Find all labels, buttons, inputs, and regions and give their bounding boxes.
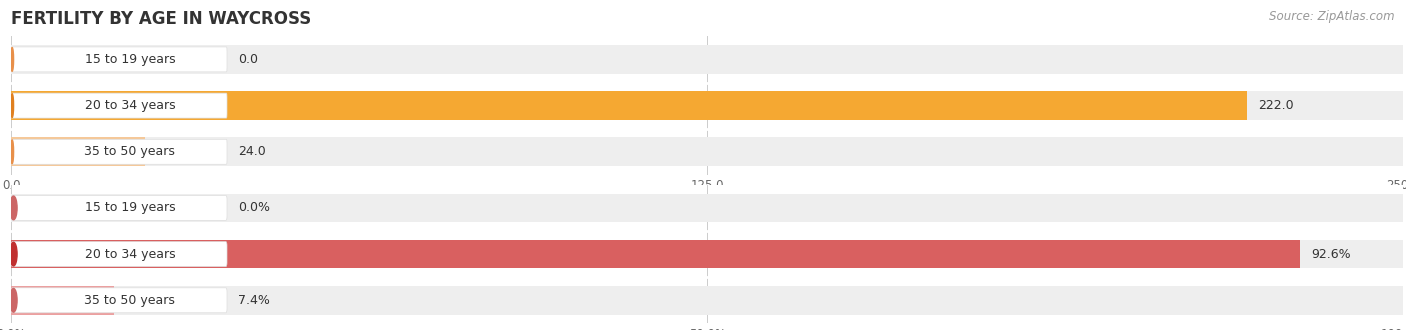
Text: 7.4%: 7.4% bbox=[238, 294, 270, 307]
Text: Source: ZipAtlas.com: Source: ZipAtlas.com bbox=[1270, 10, 1395, 23]
Text: 15 to 19 years: 15 to 19 years bbox=[84, 201, 176, 214]
FancyBboxPatch shape bbox=[11, 139, 226, 164]
FancyBboxPatch shape bbox=[11, 93, 226, 118]
Circle shape bbox=[10, 196, 17, 220]
FancyBboxPatch shape bbox=[11, 242, 226, 267]
Bar bbox=[11, 286, 1403, 314]
Text: 0.0: 0.0 bbox=[238, 53, 259, 66]
Text: 24.0: 24.0 bbox=[238, 145, 266, 158]
Text: 20 to 34 years: 20 to 34 years bbox=[84, 248, 176, 261]
Bar bbox=[11, 194, 1403, 222]
Circle shape bbox=[11, 140, 14, 164]
FancyBboxPatch shape bbox=[11, 195, 226, 220]
Text: 0.0%: 0.0% bbox=[238, 201, 270, 214]
Circle shape bbox=[10, 288, 17, 312]
Text: 35 to 50 years: 35 to 50 years bbox=[84, 294, 176, 307]
Circle shape bbox=[11, 94, 14, 117]
Bar bbox=[11, 91, 1247, 120]
Bar bbox=[11, 240, 1301, 268]
Bar bbox=[11, 45, 1403, 74]
Text: 222.0: 222.0 bbox=[1258, 99, 1294, 112]
Text: 35 to 50 years: 35 to 50 years bbox=[84, 145, 176, 158]
Circle shape bbox=[11, 48, 14, 71]
Bar bbox=[11, 138, 145, 166]
Text: 15 to 19 years: 15 to 19 years bbox=[84, 53, 176, 66]
FancyBboxPatch shape bbox=[11, 47, 226, 72]
Text: 92.6%: 92.6% bbox=[1312, 248, 1351, 261]
Circle shape bbox=[10, 242, 17, 266]
FancyBboxPatch shape bbox=[11, 288, 226, 313]
Text: FERTILITY BY AGE IN WAYCROSS: FERTILITY BY AGE IN WAYCROSS bbox=[11, 10, 312, 28]
Bar bbox=[11, 240, 1403, 268]
Text: 20 to 34 years: 20 to 34 years bbox=[84, 99, 176, 112]
Bar bbox=[11, 286, 114, 314]
Bar bbox=[11, 91, 1403, 120]
Bar bbox=[11, 138, 1403, 166]
